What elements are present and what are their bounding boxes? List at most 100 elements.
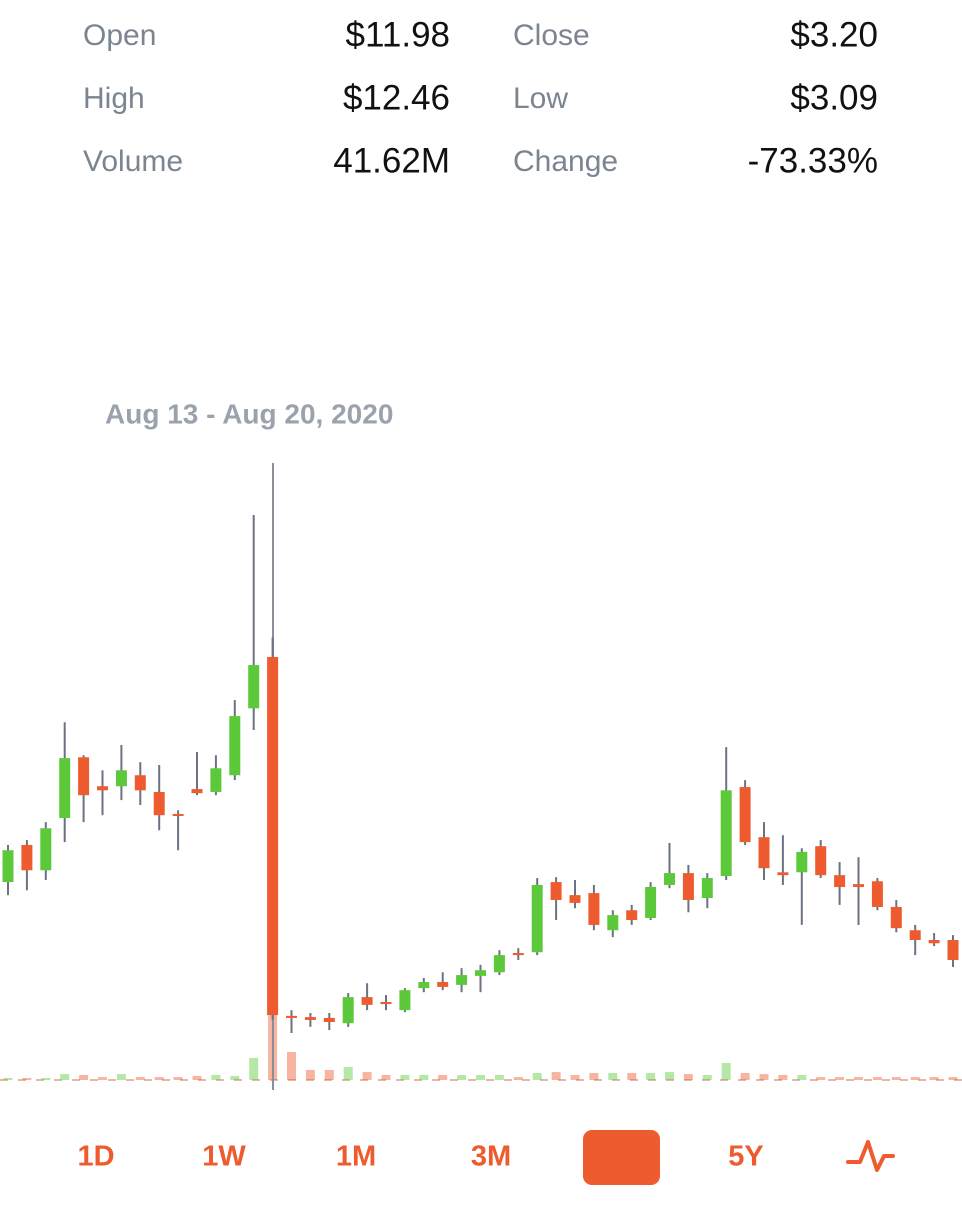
candle-body (739, 787, 751, 843)
volume-bar (287, 1052, 296, 1080)
volume-bar (60, 1074, 70, 1080)
volume-bar (740, 1072, 750, 1080)
candle-body (475, 970, 486, 976)
volume-bar (419, 1075, 429, 1080)
candle-body (758, 837, 770, 869)
volume-bar (211, 1075, 221, 1080)
range-tab[interactable]: 5Y (728, 1141, 763, 1173)
candle-body (664, 873, 675, 885)
volume-bar (759, 1074, 769, 1080)
stat-label: Low (513, 82, 568, 115)
volume-bar (116, 1074, 126, 1080)
range-tab[interactable]: 1D (77, 1141, 114, 1173)
volume-bar (872, 1077, 882, 1080)
volume-bar (135, 1077, 145, 1080)
volume-bar (438, 1075, 448, 1080)
candle-body (493, 955, 505, 973)
candle-body (361, 997, 373, 1005)
volume-bar (608, 1072, 618, 1080)
candle-body (834, 875, 846, 887)
candle-body (607, 915, 619, 931)
candles (2, 515, 959, 1033)
volume-bar (230, 1075, 240, 1080)
volume-bar (381, 1075, 391, 1080)
candle-body (701, 878, 713, 898)
volume-bar (589, 1072, 599, 1080)
volume-bar (3, 1077, 13, 1080)
volume-bar (683, 1074, 693, 1080)
candle-body (645, 886, 657, 918)
volume-bar (305, 1070, 315, 1080)
candle-body (512, 953, 524, 956)
volume-bar (173, 1077, 183, 1080)
candle-body (720, 790, 732, 876)
volume-bar (551, 1072, 561, 1080)
volume-bar (929, 1077, 939, 1080)
volume-bar (362, 1072, 372, 1080)
stat-value: 41.62M (333, 141, 450, 180)
candle-body (248, 665, 260, 709)
candle-body (626, 910, 638, 921)
chart-title: Aug 13 - Aug 20, 2020 (105, 398, 393, 429)
candle-body (380, 1002, 392, 1005)
volume-bar (22, 1077, 32, 1080)
range-tab[interactable]: 1W (202, 1141, 246, 1173)
volume-bar (192, 1075, 202, 1080)
candle-body (210, 768, 222, 792)
line-chart-toggle[interactable] (846, 1140, 895, 1172)
volume-bar (400, 1075, 410, 1080)
volume-bar (665, 1072, 674, 1080)
volume-bar (948, 1077, 958, 1080)
stat-label: High (83, 82, 145, 115)
candle-body (456, 975, 468, 985)
candle-body (437, 982, 449, 987)
candle-body (890, 906, 902, 929)
volume-bar (79, 1075, 89, 1080)
volume-bar (702, 1075, 712, 1080)
candle-body (286, 1015, 297, 1018)
volume-bar (835, 1077, 845, 1080)
volume-bar (494, 1075, 504, 1080)
candle-body (796, 851, 808, 873)
candle-body (588, 893, 600, 925)
range-tabs: 1D 1W 1M 3M 1Y 5Y (77, 1141, 763, 1173)
volume-bar (891, 1077, 901, 1080)
stat-label: Open (83, 19, 156, 52)
candle-body (342, 997, 354, 1024)
candle-body (172, 813, 184, 817)
range-tab[interactable]: 1Y (603, 1141, 638, 1173)
stats-panel: Open $11.98 High $12.46 Volume 41.62M Close $3.… (83, 15, 878, 180)
candle-body (304, 1017, 316, 1020)
volume-bar (646, 1072, 656, 1080)
volume-bar (41, 1077, 51, 1080)
candle-body (815, 846, 827, 876)
volume-bar (532, 1072, 542, 1080)
volume-bar (797, 1075, 807, 1080)
candle-body (59, 758, 71, 819)
volume-bar (343, 1067, 353, 1080)
candle-body (323, 1017, 335, 1022)
volume-bar (570, 1075, 580, 1080)
range-tab[interactable]: 3M (471, 1141, 511, 1173)
range-tab[interactable]: 1M (336, 1141, 376, 1173)
stat-value: -73.33% (748, 141, 878, 180)
candle-body (853, 884, 864, 887)
candle-body (115, 770, 127, 787)
candle-body (909, 930, 921, 941)
volume-bar (627, 1072, 637, 1080)
stat-label: Volume (83, 145, 183, 178)
candle-body (531, 884, 543, 953)
candle-body (399, 990, 411, 1011)
candle-body (21, 844, 33, 871)
volume-bar (249, 1057, 259, 1080)
candle-body (928, 940, 940, 944)
volume-bar (324, 1070, 334, 1080)
candle-body (2, 850, 14, 883)
stat-label: Close (513, 19, 590, 52)
stat-value: $11.98 (346, 15, 450, 54)
candle-body (871, 881, 883, 907)
volume-bars (3, 1015, 958, 1080)
stat-value: $12.46 (343, 78, 450, 117)
volume-bar (476, 1075, 485, 1080)
